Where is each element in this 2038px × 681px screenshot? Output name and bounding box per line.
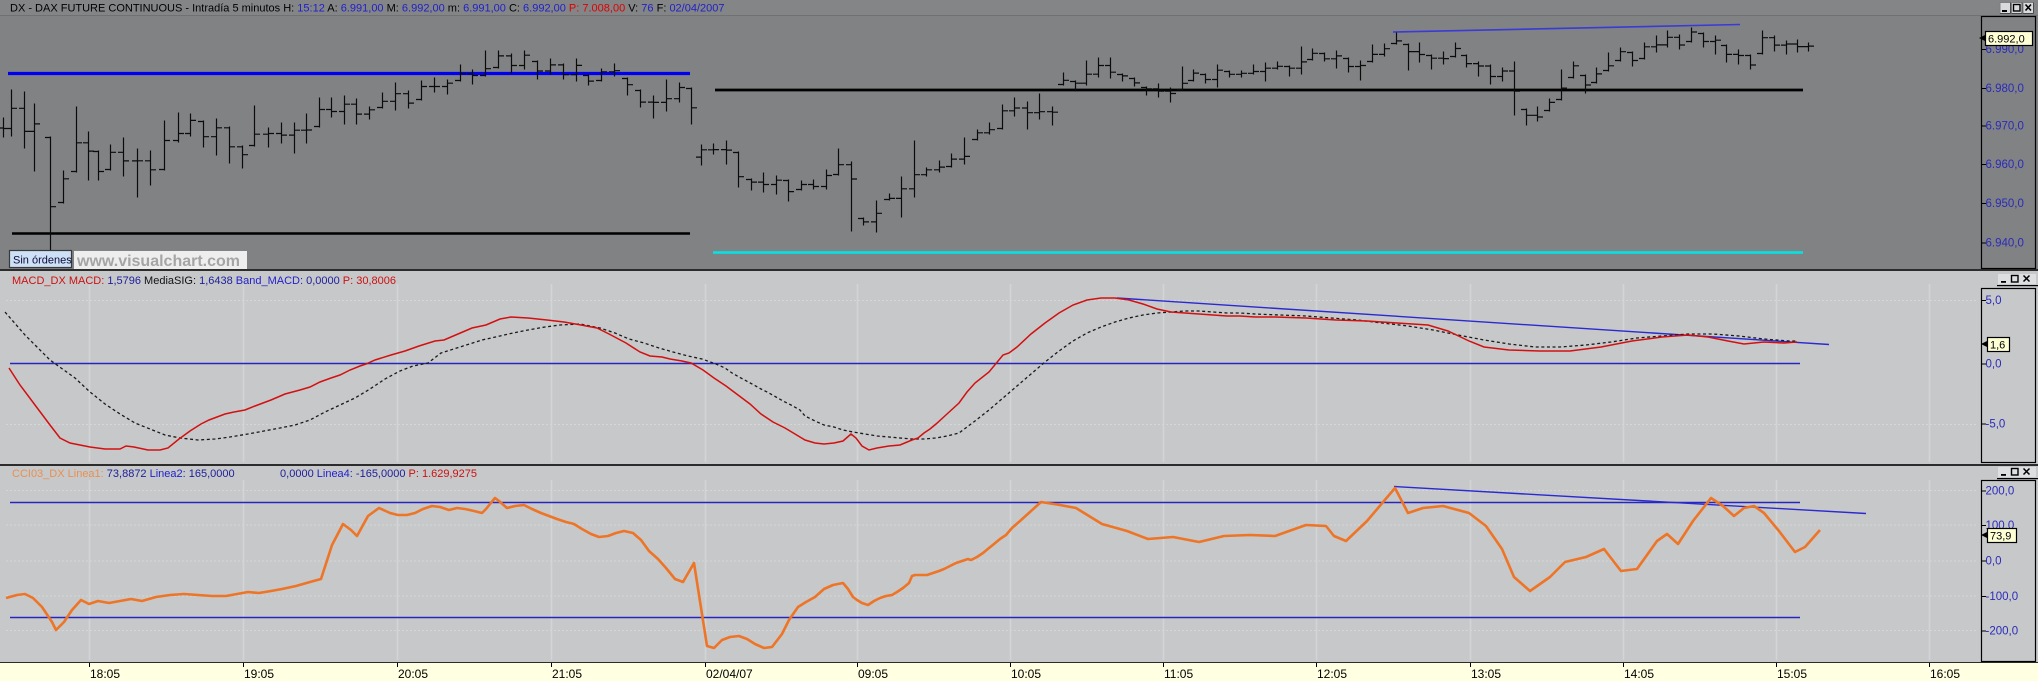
svg-text:6.990,0: 6.990,0: [1986, 44, 2024, 56]
svg-text:CCI03_DX Linea1: 73,8872 Linea: CCI03_DX Linea1: 73,8872 Linea2: 165,000…: [12, 468, 477, 480]
svg-text:0,0: 0,0: [1986, 556, 2002, 568]
svg-text:MACD_DX MACD: 1,5796 MediaSIG:: MACD_DX MACD: 1,5796 MediaSIG: 1,6438 Ba…: [12, 275, 396, 287]
svg-text:6.980,0: 6.980,0: [1986, 83, 2024, 95]
svg-text:6.992,0: 6.992,0: [1988, 34, 2025, 46]
svg-text:6.950,0: 6.950,0: [1986, 198, 2024, 210]
svg-text:www.visualchart.com: www.visualchart.com: [76, 253, 240, 270]
svg-text:21:05: 21:05: [552, 667, 582, 681]
svg-text:02/04/07: 02/04/07: [706, 667, 753, 681]
svg-text:6.970,0: 6.970,0: [1986, 121, 2024, 133]
svg-text:200,0: 200,0: [1986, 486, 2015, 498]
svg-text:15:05: 15:05: [1777, 667, 1807, 681]
svg-text:14:05: 14:05: [1624, 667, 1654, 681]
svg-text:6.940,0: 6.940,0: [1986, 238, 2024, 250]
svg-text:-200,0: -200,0: [1986, 626, 2019, 638]
svg-text:09:05: 09:05: [858, 667, 888, 681]
svg-text:20:05: 20:05: [398, 667, 428, 681]
svg-text:10:05: 10:05: [1011, 667, 1041, 681]
svg-text:-5,0: -5,0: [1986, 419, 2006, 431]
svg-text:73,9: 73,9: [1990, 531, 2011, 543]
svg-text:1,6: 1,6: [1990, 340, 2005, 352]
svg-text:5,0: 5,0: [1986, 295, 2002, 307]
svg-text:Sin órdenes: Sin órdenes: [13, 255, 72, 267]
svg-text:16:05: 16:05: [1930, 667, 1960, 681]
svg-text:19:05: 19:05: [244, 667, 274, 681]
svg-text:6.960,0: 6.960,0: [1986, 159, 2024, 171]
svg-text:-100,0: -100,0: [1986, 591, 2019, 603]
svg-text:0,0: 0,0: [1986, 359, 2002, 371]
svg-text:DX - DAX FUTURE CONTINUOUS - I: DX - DAX FUTURE CONTINUOUS - Intradía 5 …: [10, 3, 725, 15]
svg-text:13:05: 13:05: [1471, 667, 1501, 681]
svg-text:18:05: 18:05: [90, 667, 120, 681]
svg-text:12:05: 12:05: [1317, 667, 1347, 681]
svg-text:11:05: 11:05: [1164, 667, 1193, 681]
